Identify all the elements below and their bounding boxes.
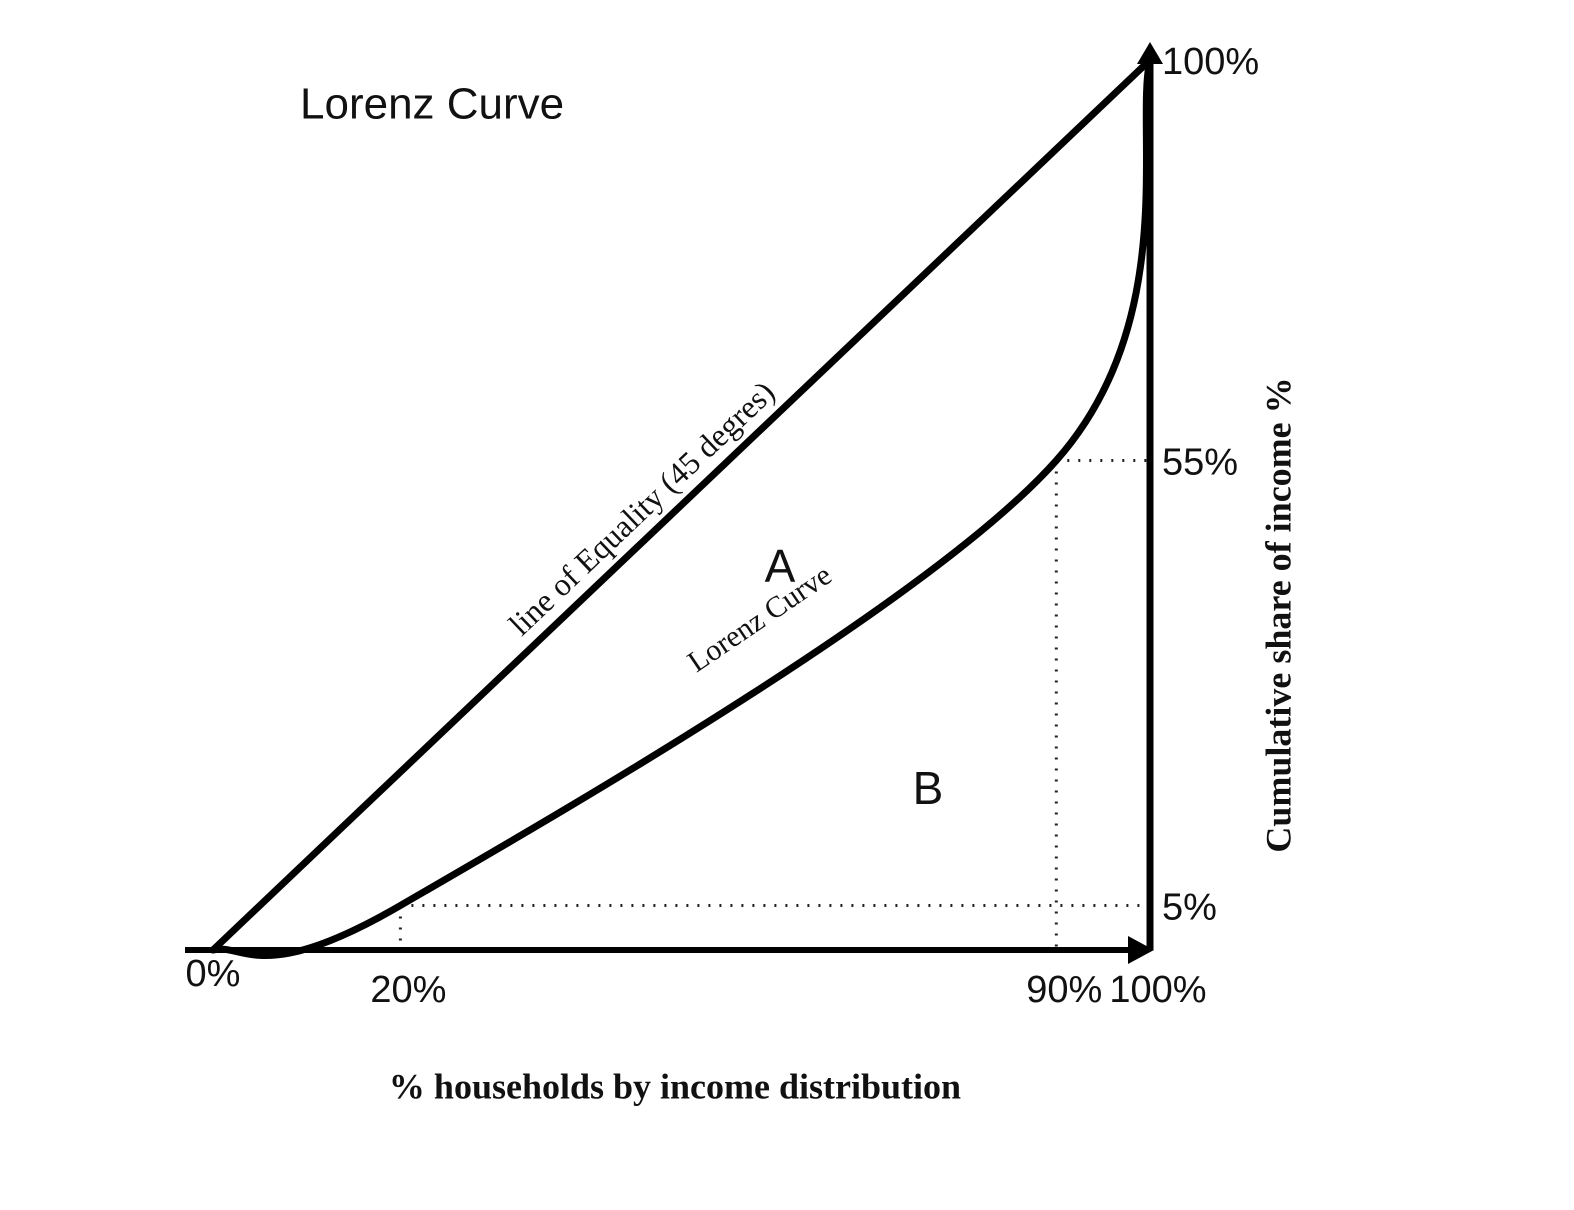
x-tick-label: 0% [186, 953, 241, 995]
x-tick-label: 90% [1026, 969, 1102, 1011]
chart-title: Lorenz Curve [300, 80, 564, 129]
area-label: A [765, 540, 796, 592]
y-axis-arrow [1137, 42, 1163, 64]
x-tick-label: 20% [370, 969, 446, 1011]
y-tick-label: 100% [1162, 41, 1259, 83]
series-label: Lorenz Curve [682, 558, 838, 678]
y-axis-label: Cumulative share of income % [1258, 377, 1298, 852]
x-axis-label: % households by income distribution [389, 1066, 961, 1106]
series-label: line of Equality (45 degres) [502, 374, 782, 642]
y-tick-label: 5% [1162, 887, 1217, 929]
y-tick-label: 55% [1162, 442, 1238, 484]
area-label: B [913, 762, 944, 814]
series-line [209, 56, 1154, 954]
x-axis-arrow [1128, 936, 1154, 964]
x-tick-label: 100% [1109, 969, 1206, 1011]
series-line [209, 56, 1154, 960]
